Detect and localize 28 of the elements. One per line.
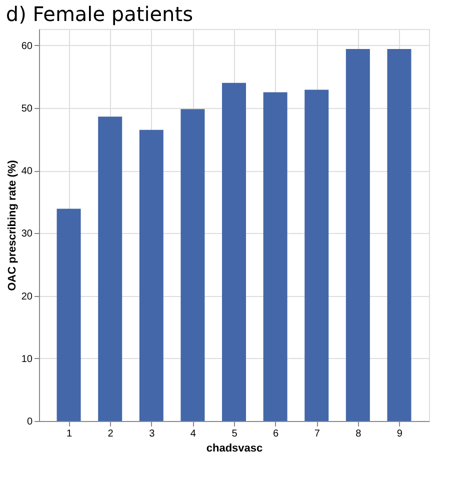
- bar: [263, 92, 288, 421]
- x-tick-label: 8: [356, 428, 362, 440]
- x-tick-label: 2: [108, 428, 114, 440]
- bar: [387, 49, 412, 421]
- x-tick-label: 9: [396, 428, 403, 440]
- bar: [98, 116, 122, 421]
- y-tick-label: 40: [21, 166, 33, 178]
- x-tick-label: 1: [66, 428, 72, 440]
- bar: [180, 109, 205, 421]
- chart-title: d) Female patients: [6, 2, 193, 26]
- bar: [222, 82, 246, 421]
- bar: [139, 130, 164, 421]
- y-tick-label: 0: [26, 416, 33, 428]
- x-tick-label: 3: [149, 428, 156, 440]
- x-tick-label: 5: [232, 428, 238, 440]
- x-tick-label: 4: [190, 428, 196, 440]
- y-tick-label: 30: [21, 228, 33, 240]
- y-axis-title: OAC prescribing rate (%): [6, 160, 18, 291]
- x-tick-label: 7: [314, 428, 320, 440]
- y-tick-label: 20: [21, 291, 33, 302]
- y-tick-label: 50: [21, 103, 33, 114]
- bar: [346, 49, 370, 421]
- y-tick-label: 60: [21, 40, 33, 52]
- bar: [56, 208, 81, 421]
- y-tick-label: 10: [21, 354, 33, 365]
- x-tick-label: 6: [273, 428, 280, 440]
- bar: [304, 90, 329, 421]
- x-axis-title: chadsvasc: [206, 442, 263, 454]
